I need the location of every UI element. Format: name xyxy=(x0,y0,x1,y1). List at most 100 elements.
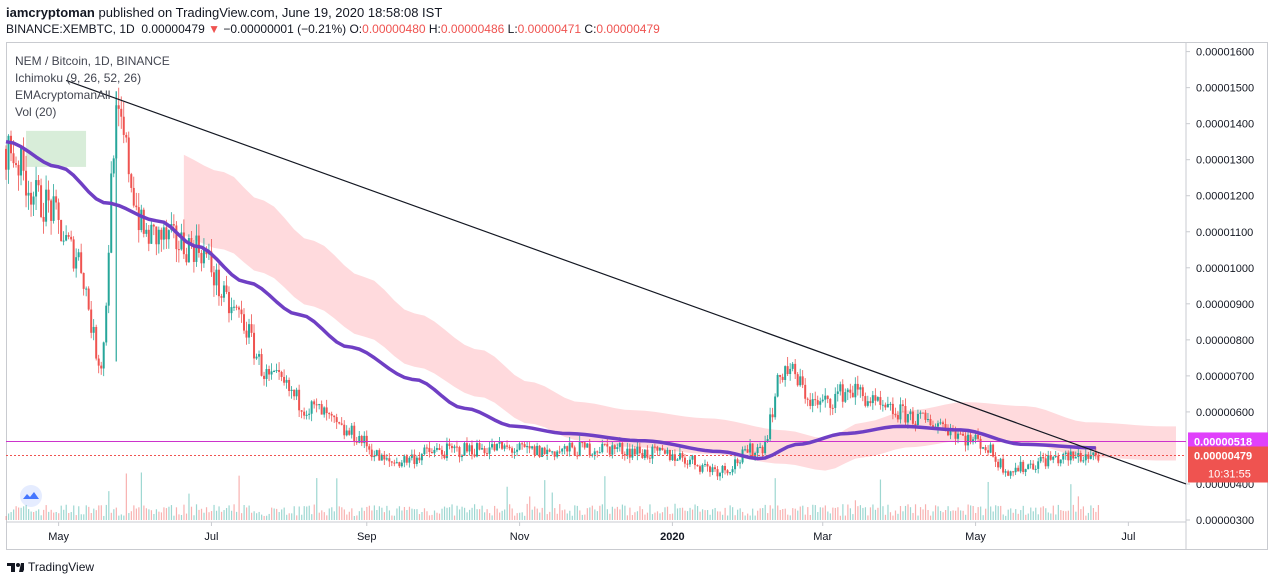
volume-bar xyxy=(636,511,639,520)
candle-body xyxy=(774,396,777,418)
candle-body xyxy=(546,449,549,454)
volume-bar xyxy=(651,514,654,520)
symbol-line: BINANCE:XEMBTC, 1D xyxy=(6,22,135,36)
footer-brand[interactable]: TradingView xyxy=(28,560,95,574)
candle-body xyxy=(87,288,90,310)
candle-body xyxy=(370,449,373,458)
volume-bar xyxy=(203,512,205,520)
candle-body xyxy=(1089,455,1092,459)
volume-bar xyxy=(436,512,438,520)
volume-bar xyxy=(897,513,899,520)
candle-body xyxy=(729,472,732,474)
candle-body xyxy=(17,164,20,176)
volume-bar xyxy=(238,475,240,520)
volume-bar xyxy=(1045,508,1047,520)
volume-bar xyxy=(952,510,954,520)
candle-body xyxy=(395,462,398,464)
candle-body xyxy=(521,443,524,445)
volume-bar xyxy=(479,509,481,520)
volume-bar xyxy=(108,491,110,520)
candle-body xyxy=(496,443,499,451)
candle-body xyxy=(60,219,63,241)
volume-bar xyxy=(351,508,353,520)
published-text: published on TradingView.com, June 19, 2… xyxy=(98,5,443,20)
legend-volume[interactable]: Vol (20) xyxy=(15,105,57,119)
high-label: H: xyxy=(428,22,441,36)
candle-body xyxy=(380,454,383,461)
volume-bar xyxy=(103,515,105,520)
volume-bar xyxy=(1075,511,1077,520)
volume-bar xyxy=(774,478,776,520)
candle-body xyxy=(180,232,183,250)
candle-body xyxy=(989,444,992,453)
volume-bar xyxy=(133,505,135,520)
candle-body xyxy=(1087,454,1090,459)
volume-bar xyxy=(28,509,30,520)
x-tick-label: May xyxy=(48,531,69,543)
volume-bar xyxy=(699,511,701,520)
volume-bar xyxy=(899,505,902,520)
candle-body xyxy=(258,354,261,357)
volume-bar xyxy=(634,512,636,520)
candle-body xyxy=(972,439,975,443)
volume-bar xyxy=(809,514,811,520)
volume-bar xyxy=(789,515,791,520)
volume-bar xyxy=(145,508,147,520)
publisher-name[interactable]: iamcryptoman xyxy=(6,5,95,20)
close-value: 0.00000479 xyxy=(596,22,660,36)
candle-body xyxy=(706,464,709,467)
volume-bar xyxy=(1012,512,1014,520)
candle-body xyxy=(260,354,263,376)
volume-bar xyxy=(376,510,378,520)
candle-body xyxy=(1007,471,1010,476)
candle-body xyxy=(804,384,807,399)
volume-bar xyxy=(669,514,671,520)
candle-body xyxy=(503,445,506,449)
legend-ema[interactable]: EMAcryptomanAll xyxy=(15,88,111,102)
volume-bar xyxy=(406,510,408,520)
candle-body xyxy=(866,401,869,406)
candle-body xyxy=(846,389,849,393)
candle-body xyxy=(921,412,924,414)
volume-bar xyxy=(864,507,867,520)
candle-body xyxy=(513,451,516,453)
candle-body xyxy=(182,232,185,255)
x-tick-label: Jul xyxy=(204,531,218,543)
candle-body xyxy=(691,455,694,460)
candle-body xyxy=(661,447,664,451)
candle-body xyxy=(1057,455,1060,464)
volume-bar xyxy=(235,511,238,520)
candle-body xyxy=(984,447,987,451)
volume-bar xyxy=(471,507,473,520)
volume-bar xyxy=(526,503,528,520)
candle-body xyxy=(586,443,589,448)
candle-body xyxy=(543,447,546,454)
volume-bar xyxy=(496,508,498,520)
candle-body xyxy=(80,252,83,273)
y-tick-label: 0.00001400 xyxy=(1196,119,1254,131)
volume-bar xyxy=(160,512,163,520)
volume-bar xyxy=(65,504,67,520)
volume-bar xyxy=(541,507,543,520)
volume-bar xyxy=(30,511,32,520)
volume-bar xyxy=(301,514,303,520)
candle-body xyxy=(388,458,391,462)
publish-header: iamcryptoman published on TradingView.co… xyxy=(6,5,442,20)
volume-bar xyxy=(649,504,651,520)
volume-bar xyxy=(932,511,934,520)
volume-bar xyxy=(78,506,80,520)
candle-body xyxy=(481,448,484,450)
candle-body xyxy=(1079,452,1082,462)
candle-body xyxy=(195,235,198,262)
volume-bar xyxy=(584,514,586,520)
candle-body xyxy=(824,395,827,400)
tradingview-cloud-icon[interactable] xyxy=(15,484,47,508)
volume-bar xyxy=(659,513,661,520)
legend-ichimoku[interactable]: Ichimoku (9, 26, 52, 26) xyxy=(15,71,142,85)
volume-bar xyxy=(366,506,368,520)
candle-body xyxy=(849,389,852,393)
volume-bar xyxy=(118,515,120,520)
candle-body xyxy=(230,307,233,314)
legend-pair[interactable]: NEM / Bitcoin, 1D, BINANCE xyxy=(15,54,170,68)
